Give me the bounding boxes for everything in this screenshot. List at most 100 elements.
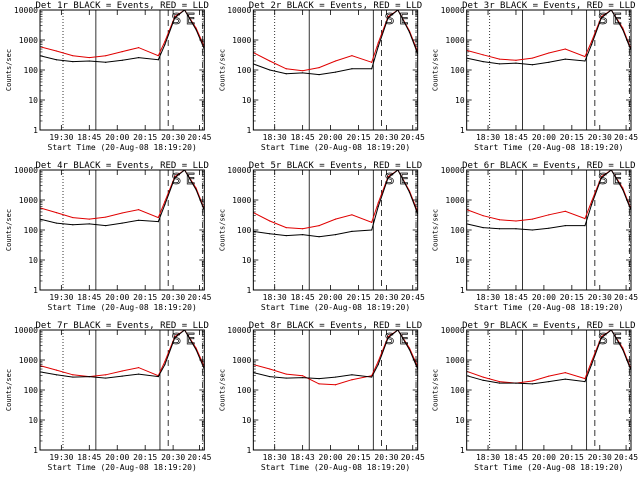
data-point: [584, 217, 586, 220]
data-point: [498, 63, 501, 65]
plot-area: [466, 330, 631, 450]
data-point: [195, 29, 197, 31]
y-tick-label: 1000: [232, 196, 251, 205]
data-point: [371, 376, 373, 378]
chart-title: Det 7r BLACK = Events, RED = LLD: [35, 321, 208, 331]
data-point: [138, 366, 140, 369]
data-point: [590, 360, 593, 362]
x-tick-label: 18:45: [504, 453, 528, 462]
data-point: [174, 17, 176, 19]
data-point: [157, 221, 159, 223]
data-point: [548, 214, 550, 216]
data-point: [121, 51, 123, 53]
x-tick-label: 18:30: [263, 453, 287, 462]
x-tick-label: 20:45: [614, 133, 638, 142]
x-tick-label: 18:30: [263, 293, 287, 302]
y-tick-label: 10000: [14, 166, 38, 175]
plot-area: [40, 330, 205, 450]
y-tick-label: 1000: [445, 356, 464, 365]
x-tick-label: 20:00: [319, 293, 343, 302]
x-tick-label: 20:30: [588, 133, 612, 142]
y-tick-label: 1000: [445, 36, 464, 45]
y-tick-label: 10: [28, 416, 38, 425]
data-point: [88, 218, 90, 220]
y-tick-label: 10000: [441, 326, 465, 335]
data-point: [498, 58, 501, 60]
x-tick-label: 20:30: [161, 293, 185, 302]
y-axis-label: Counts/sec: [5, 49, 13, 91]
data-point: [105, 225, 107, 227]
x-axis-label: Start Time (20-Aug-08 18:19:20): [261, 463, 410, 472]
data-point: [531, 229, 534, 231]
data-point: [72, 61, 74, 63]
data-point: [164, 44, 166, 46]
data-point: [371, 221, 373, 223]
x-tick-label: 20:00: [532, 293, 556, 302]
data-point: [600, 337, 603, 339]
data-point: [515, 228, 517, 230]
data-point: [482, 61, 484, 63]
data-point: [157, 59, 159, 61]
data-point: [72, 216, 74, 219]
x-tick-label: 18:45: [504, 133, 528, 142]
y-tick-label: 1: [247, 286, 252, 295]
x-axis-label: Start Time (20-Aug-08 18:19:20): [48, 303, 197, 312]
data-point: [515, 59, 517, 61]
data-point: [515, 62, 517, 64]
data-point: [269, 60, 271, 62]
data-point: [371, 61, 373, 63]
x-tick-label: 20:15: [560, 293, 584, 302]
data-point: [351, 214, 353, 216]
data-point: [318, 74, 320, 76]
x-tick-label: 18:45: [291, 293, 315, 302]
data-point: [72, 55, 74, 57]
chart-annotation: S E: [385, 330, 409, 348]
data-point: [584, 55, 586, 58]
y-tick-label: 10000: [227, 6, 251, 15]
data-point: [55, 369, 58, 371]
y-tick-label: 10: [242, 96, 252, 105]
data-point: [371, 229, 373, 231]
data-point: [121, 370, 123, 372]
y-tick-label: 100: [450, 66, 465, 75]
y-tick-label: 1000: [19, 356, 38, 365]
chart-title: Det 1r BLACK = Events, RED = LLD: [35, 1, 208, 11]
data-point: [387, 337, 389, 339]
data-point: [408, 349, 411, 351]
y-tick-label: 10: [242, 256, 252, 265]
data-point: [334, 384, 337, 386]
x-tick-label: 20:00: [105, 133, 129, 142]
data-point: [584, 60, 586, 62]
x-tick-label: 20:45: [401, 453, 425, 462]
data-point: [371, 68, 373, 70]
data-point: [285, 377, 287, 379]
x-tick-label: 20:15: [346, 453, 370, 462]
x-tick-label: 20:30: [374, 453, 398, 462]
data-point: [584, 377, 586, 380]
y-tick-label: 10: [28, 256, 38, 265]
plot-frame: [252, 9, 419, 131]
data-point: [622, 29, 624, 31]
y-tick-label: 10000: [227, 326, 251, 335]
data-point: [548, 61, 550, 63]
y-tick-label: 10: [242, 416, 252, 425]
y-tick-label: 1000: [19, 36, 38, 45]
x-tick-label: 20:00: [532, 133, 556, 142]
y-tick-label: 100: [237, 66, 252, 75]
y-tick-label: 1: [460, 126, 465, 135]
y-tick-label: 1: [247, 446, 252, 455]
data-point: [531, 57, 534, 59]
x-tick-label: 20:30: [374, 293, 398, 302]
chart-annotation: S E: [598, 330, 622, 348]
chart-annotation: S E: [598, 10, 622, 28]
plot-frame: [252, 329, 419, 451]
data-point: [564, 210, 566, 212]
x-tick-label: 20:15: [133, 133, 157, 142]
data-point: [408, 191, 411, 193]
data-point: [531, 383, 534, 385]
data-point: [531, 64, 534, 66]
